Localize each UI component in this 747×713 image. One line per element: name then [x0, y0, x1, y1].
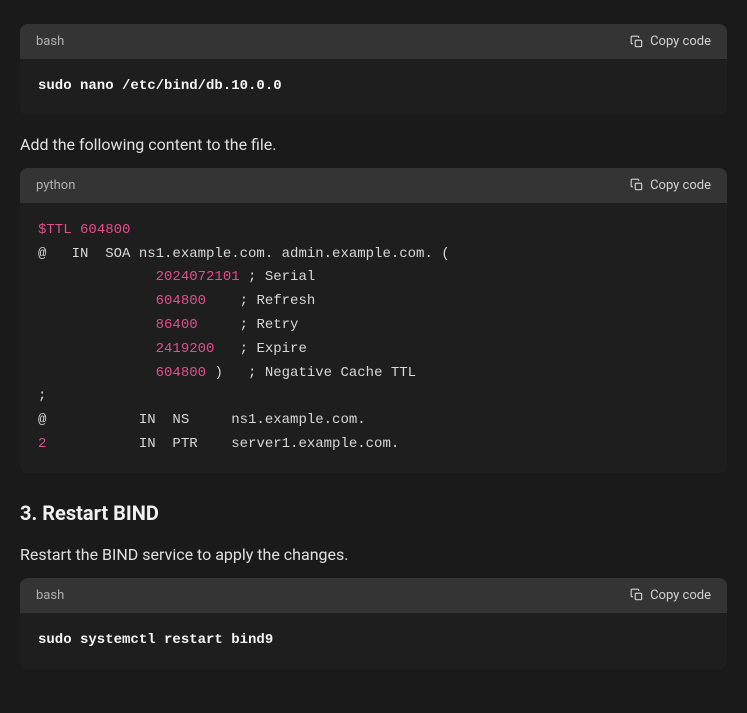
code-body: $TTL 604800 @ IN SOA ns1.example.com. ad…: [20, 203, 727, 473]
code-token: @ IN SOA ns1.example.com. admin.example.…: [38, 246, 450, 262]
code-text: sudo systemctl restart bind9: [38, 632, 273, 648]
section-heading: 3. Restart BIND: [20, 501, 727, 525]
code-token: ) ; Negative Cache TTL: [206, 365, 416, 381]
code-header: bash Copy code: [20, 24, 727, 59]
code-text: sudo nano /etc/bind/db.10.0.0: [38, 78, 282, 94]
code-lang-label: bash: [36, 588, 64, 603]
paragraph: Restart the BIND service to apply the ch…: [20, 545, 727, 564]
code-block: bash Copy code sudo nano /etc/bind/db.10…: [20, 24, 727, 115]
code-lang-label: python: [36, 178, 75, 193]
copy-code-label: Copy code: [650, 34, 711, 49]
code-token: 604800: [156, 293, 206, 309]
copy-code-button[interactable]: Copy code: [630, 34, 711, 49]
code-header: python Copy code: [20, 168, 727, 203]
code-lang-label: bash: [36, 34, 64, 49]
copy-icon: [630, 178, 644, 192]
copy-icon: [630, 588, 644, 602]
code-token: 604800: [80, 222, 130, 238]
code-block: bash Copy code sudo systemctl restart bi…: [20, 578, 727, 669]
code-body: sudo nano /etc/bind/db.10.0.0: [20, 59, 727, 115]
code-token: $TTL: [38, 222, 72, 238]
code-token: IN PTR server1.example.com.: [46, 436, 399, 452]
code-token: 2024072101: [156, 269, 240, 285]
copy-icon: [630, 35, 644, 49]
code-token: 86400: [156, 317, 198, 333]
paragraph: Add the following content to the file.: [20, 135, 727, 154]
code-token: 2419200: [156, 341, 215, 357]
copy-code-button[interactable]: Copy code: [630, 588, 711, 603]
code-token: ; Serial: [240, 269, 316, 285]
code-header: bash Copy code: [20, 578, 727, 613]
code-token: ; Expire: [214, 341, 306, 357]
code-block: python Copy code $TTL 604800 @ IN SOA ns…: [20, 168, 727, 473]
copy-code-label: Copy code: [650, 588, 711, 603]
copy-code-button[interactable]: Copy code: [630, 178, 711, 193]
code-token: ;: [38, 388, 46, 404]
code-token: @ IN NS ns1.example.com.: [38, 412, 366, 428]
code-body: sudo systemctl restart bind9: [20, 613, 727, 669]
copy-code-label: Copy code: [650, 178, 711, 193]
code-token: ; Refresh: [206, 293, 315, 309]
code-token: 604800: [156, 365, 206, 381]
code-token: ; Retry: [198, 317, 299, 333]
